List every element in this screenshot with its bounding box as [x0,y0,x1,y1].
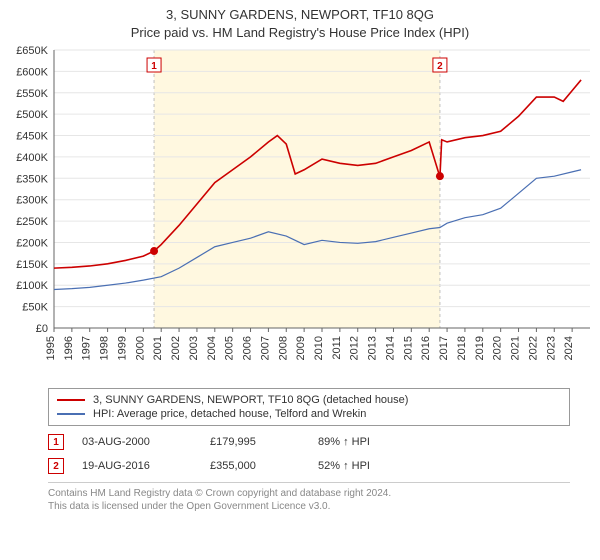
svg-text:£200K: £200K [16,238,48,250]
legend: 3, SUNNY GARDENS, NEWPORT, TF10 8QG (det… [48,388,570,426]
transaction-delta-1: 89% ↑ HPI [318,436,408,448]
svg-text:2004: 2004 [206,336,218,360]
svg-text:1999: 1999 [116,336,128,360]
svg-text:2: 2 [437,61,443,72]
svg-text:2016: 2016 [420,336,432,360]
svg-text:£650K: £650K [16,45,48,57]
svg-text:2000: 2000 [134,336,146,360]
svg-text:2008: 2008 [277,336,289,360]
transaction-row-2: 2 19-AUG-2016 £355,000 52% ↑ HPI [48,454,570,478]
svg-text:2018: 2018 [456,336,468,360]
svg-text:£500K: £500K [16,110,48,122]
svg-text:£350K: £350K [16,174,48,186]
svg-text:2005: 2005 [224,336,236,360]
svg-text:2024: 2024 [563,336,575,360]
svg-text:2006: 2006 [242,336,254,360]
svg-text:1997: 1997 [81,336,93,360]
legend-swatch-hpi [57,413,85,415]
svg-text:2021: 2021 [510,336,522,360]
svg-text:2019: 2019 [474,336,486,360]
legend-label-price: 3, SUNNY GARDENS, NEWPORT, TF10 8QG (det… [93,394,408,406]
svg-text:2002: 2002 [170,336,182,360]
legend-row-price: 3, SUNNY GARDENS, NEWPORT, TF10 8QG (det… [57,393,561,407]
transaction-date-1: 03-AUG-2000 [82,436,192,448]
svg-text:2010: 2010 [313,336,325,360]
svg-text:£600K: £600K [16,67,48,79]
svg-text:2001: 2001 [152,336,164,360]
svg-text:2013: 2013 [367,336,379,360]
legend-row-hpi: HPI: Average price, detached house, Telf… [57,407,561,421]
transaction-price-2: £355,000 [210,460,300,472]
transaction-delta-2: 52% ↑ HPI [318,460,408,472]
svg-text:1: 1 [151,61,157,72]
footer-line-2: This data is licensed under the Open Gov… [48,500,570,513]
legend-label-hpi: HPI: Average price, detached house, Telf… [93,408,366,420]
svg-text:£450K: £450K [16,131,48,143]
svg-text:2023: 2023 [545,336,557,360]
svg-text:2022: 2022 [527,336,539,360]
svg-text:£300K: £300K [16,195,48,207]
svg-text:£0: £0 [36,323,48,335]
svg-text:£100K: £100K [16,281,48,293]
svg-text:2007: 2007 [259,336,271,360]
svg-text:1995: 1995 [45,336,57,360]
title-line-2: Price paid vs. HM Land Registry's House … [0,24,600,42]
transaction-row-1: 1 03-AUG-2000 £179,995 89% ↑ HPI [48,430,570,454]
transaction-date-2: 19-AUG-2016 [82,460,192,472]
svg-text:£150K: £150K [16,259,48,271]
footer: Contains HM Land Registry data © Crown c… [48,482,570,513]
transaction-marker-1: 1 [48,434,64,450]
svg-text:2012: 2012 [349,336,361,360]
svg-text:2003: 2003 [188,336,200,360]
svg-text:2015: 2015 [402,336,414,360]
svg-text:2017: 2017 [438,336,450,360]
legend-swatch-price [57,399,85,401]
svg-text:1998: 1998 [99,336,111,360]
transaction-price-1: £179,995 [210,436,300,448]
svg-text:2020: 2020 [492,336,504,360]
svg-text:£550K: £550K [16,88,48,100]
svg-text:£50K: £50K [22,302,48,314]
svg-text:2009: 2009 [295,336,307,360]
price-chart: £0 £50K £100K £150K £200K £250K £300K £350K £400… [0,42,600,382]
transactions: 1 03-AUG-2000 £179,995 89% ↑ HPI 2 19-AU… [48,430,570,478]
title-line-1: 3, SUNNY GARDENS, NEWPORT, TF10 8QG [0,6,600,24]
title-block: 3, SUNNY GARDENS, NEWPORT, TF10 8QG Pric… [0,0,600,42]
svg-text:1996: 1996 [63,336,75,360]
svg-text:£400K: £400K [16,152,48,164]
footer-line-1: Contains HM Land Registry data © Crown c… [48,487,570,500]
svg-text:£250K: £250K [16,216,48,228]
transaction-marker-2: 2 [48,458,64,474]
svg-text:2011: 2011 [331,336,343,360]
svg-text:2014: 2014 [384,336,396,360]
